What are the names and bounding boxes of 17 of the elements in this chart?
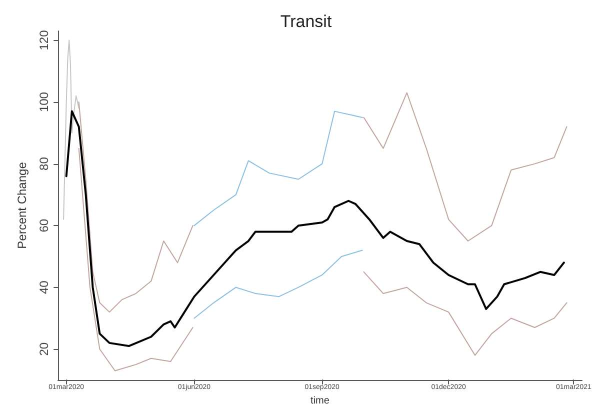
line-series — [78, 148, 194, 372]
line-series — [194, 250, 363, 319]
y-tick-label: 40 — [37, 280, 51, 294]
chart-title: Transit — [280, 12, 332, 31]
y-axis-title: Percent Change — [15, 162, 29, 249]
y-tick-label: 120 — [37, 30, 51, 50]
line-series — [363, 271, 568, 356]
y-tick-label: 60 — [37, 218, 51, 232]
line-series — [78, 102, 194, 313]
line-series — [65, 110, 565, 348]
y-tick-label: 80 — [37, 156, 51, 170]
line-series — [63, 40, 80, 220]
y-tick-label: 20 — [37, 342, 51, 356]
line-series — [194, 110, 363, 226]
y-tick-label: 100 — [37, 92, 51, 112]
line-series — [363, 92, 568, 242]
x-axis-title: time — [310, 395, 330, 406]
